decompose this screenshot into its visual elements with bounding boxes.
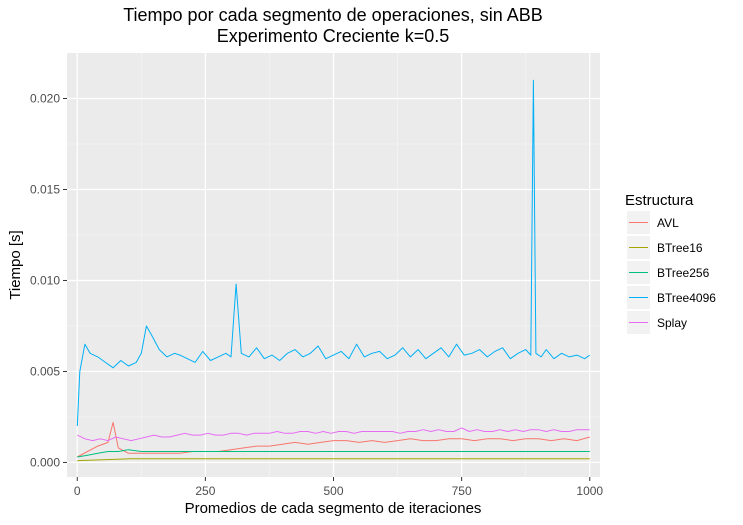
legend: AVL BTree16 BTree256 BTree4096 Splay [627, 211, 716, 334]
series-line-btree256 [77, 449, 590, 458]
series-line-splay [77, 427, 590, 442]
x-tick-label: 0 [74, 484, 81, 498]
y-tick-label: 0.010 [30, 273, 60, 287]
grid-major [67, 53, 600, 477]
y-axis: 0.000 0.005 0.010 0.015 0.020 [30, 91, 67, 469]
y-tick-label: 0.015 [30, 182, 60, 196]
y-tick-label: 0.020 [30, 91, 60, 105]
legend-label-avl: AVL [657, 216, 679, 230]
series-line-avl [77, 421, 590, 458]
x-tick-label: 1000 [576, 484, 603, 498]
legend-title: Estructura [625, 192, 694, 209]
chart-title: Tiempo por cada segmento de operaciones,… [123, 5, 543, 25]
legend-label-btree256: BTree256 [657, 266, 710, 280]
y-axis-title: Tiempo [s] [7, 230, 24, 299]
y-tick-label: 0.000 [30, 455, 60, 469]
x-tick-label: 250 [195, 484, 215, 498]
series-line-btree16 [77, 458, 590, 462]
legend-label-btree16: BTree16 [657, 241, 703, 255]
x-tick-label: 500 [323, 484, 343, 498]
legend-label-splay: Splay [657, 316, 687, 330]
x-axis: 0 250 500 750 1000 [74, 477, 603, 498]
series-line-btree4096 [76, 79, 591, 427]
legend-label-btree4096: BTree4096 [657, 291, 716, 305]
series-layer [76, 79, 591, 462]
x-axis-title: Promedios de cada segmento de iteracione… [185, 500, 482, 517]
y-tick-label: 0.005 [30, 364, 60, 378]
x-tick-label: 750 [452, 484, 472, 498]
chart-subtitle: Experimento Creciente k=0.5 [217, 26, 450, 46]
